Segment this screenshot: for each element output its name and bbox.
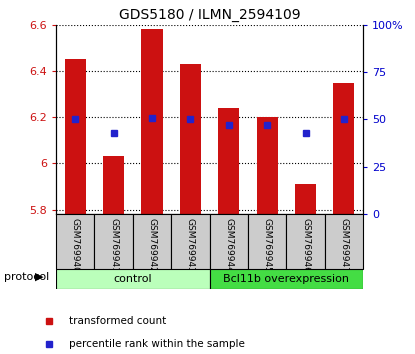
Title: GDS5180 / ILMN_2594109: GDS5180 / ILMN_2594109: [119, 8, 300, 22]
Bar: [256, 117, 278, 214]
Text: GSM769947: GSM769947: [339, 218, 349, 273]
Text: GSM769943: GSM769943: [186, 218, 195, 273]
Bar: [133, 214, 171, 269]
Bar: [142, 29, 163, 214]
Text: GSM769942: GSM769942: [147, 218, 156, 273]
Bar: [210, 269, 363, 289]
Bar: [210, 214, 248, 269]
Text: control: control: [113, 274, 152, 284]
Bar: [171, 214, 210, 269]
Bar: [56, 214, 95, 269]
Text: GSM769944: GSM769944: [224, 218, 233, 273]
Bar: [295, 184, 316, 214]
Text: ▶: ▶: [35, 272, 44, 282]
Bar: [65, 59, 86, 214]
Text: GSM769941: GSM769941: [109, 218, 118, 273]
Text: protocol: protocol: [4, 272, 49, 282]
Text: GSM769946: GSM769946: [301, 218, 310, 273]
Bar: [95, 214, 133, 269]
Bar: [333, 82, 354, 214]
Bar: [180, 64, 201, 214]
Text: percentile rank within the sample: percentile rank within the sample: [69, 338, 245, 349]
Bar: [286, 214, 325, 269]
Bar: [218, 108, 239, 214]
Text: Bcl11b overexpression: Bcl11b overexpression: [223, 274, 349, 284]
Bar: [103, 156, 124, 214]
Text: GSM769940: GSM769940: [71, 218, 80, 273]
Text: transformed count: transformed count: [69, 315, 166, 326]
Bar: [325, 214, 363, 269]
Text: GSM769945: GSM769945: [263, 218, 272, 273]
Bar: [248, 214, 286, 269]
Bar: [56, 269, 210, 289]
